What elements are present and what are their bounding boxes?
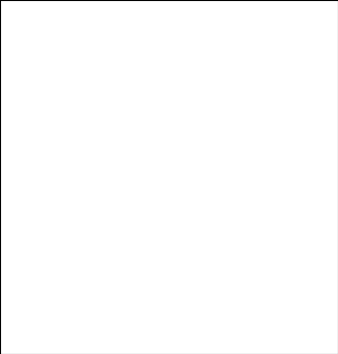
- Bar: [87, 86, 110, 219]
- FancyBboxPatch shape: [194, 222, 227, 263]
- Bar: [274, 123, 297, 219]
- Text: GSM936402: GSM936402: [169, 215, 178, 270]
- Point: [208, 92, 213, 98]
- FancyBboxPatch shape: [192, 264, 304, 279]
- Text: GSM936405: GSM936405: [131, 215, 140, 270]
- Text: GSM936403: GSM936403: [56, 215, 66, 270]
- Bar: [50, 155, 72, 219]
- Point: [170, 80, 176, 86]
- FancyBboxPatch shape: [44, 222, 78, 263]
- Point: [283, 66, 288, 72]
- FancyBboxPatch shape: [42, 264, 117, 279]
- FancyBboxPatch shape: [154, 264, 192, 279]
- Point: [58, 77, 64, 82]
- FancyBboxPatch shape: [231, 222, 265, 263]
- Title: GDS4591 / 1445659_at: GDS4591 / 1445659_at: [92, 26, 254, 40]
- Text: transformed count: transformed count: [74, 284, 171, 294]
- FancyBboxPatch shape: [156, 222, 190, 263]
- Bar: [199, 199, 222, 219]
- Text: E14: E14: [69, 267, 90, 277]
- Text: age: age: [22, 267, 43, 277]
- FancyBboxPatch shape: [81, 222, 115, 263]
- Text: percentile rank within the sample: percentile rank within the sample: [74, 300, 249, 310]
- FancyBboxPatch shape: [119, 222, 153, 263]
- Point: [133, 80, 139, 86]
- Point: [96, 63, 101, 68]
- FancyBboxPatch shape: [117, 264, 154, 279]
- Text: E16: E16: [163, 267, 184, 277]
- FancyBboxPatch shape: [269, 222, 302, 263]
- Text: GSM936400: GSM936400: [206, 215, 215, 270]
- Point: [245, 72, 251, 77]
- Text: GSM936401: GSM936401: [244, 215, 252, 270]
- Bar: [125, 176, 147, 219]
- Bar: [237, 156, 259, 219]
- Text: GSM936406: GSM936406: [281, 215, 290, 270]
- Text: E17.5: E17.5: [232, 267, 264, 277]
- Text: GSM936404: GSM936404: [94, 215, 103, 270]
- Text: E15: E15: [125, 267, 146, 277]
- Bar: [162, 176, 185, 219]
